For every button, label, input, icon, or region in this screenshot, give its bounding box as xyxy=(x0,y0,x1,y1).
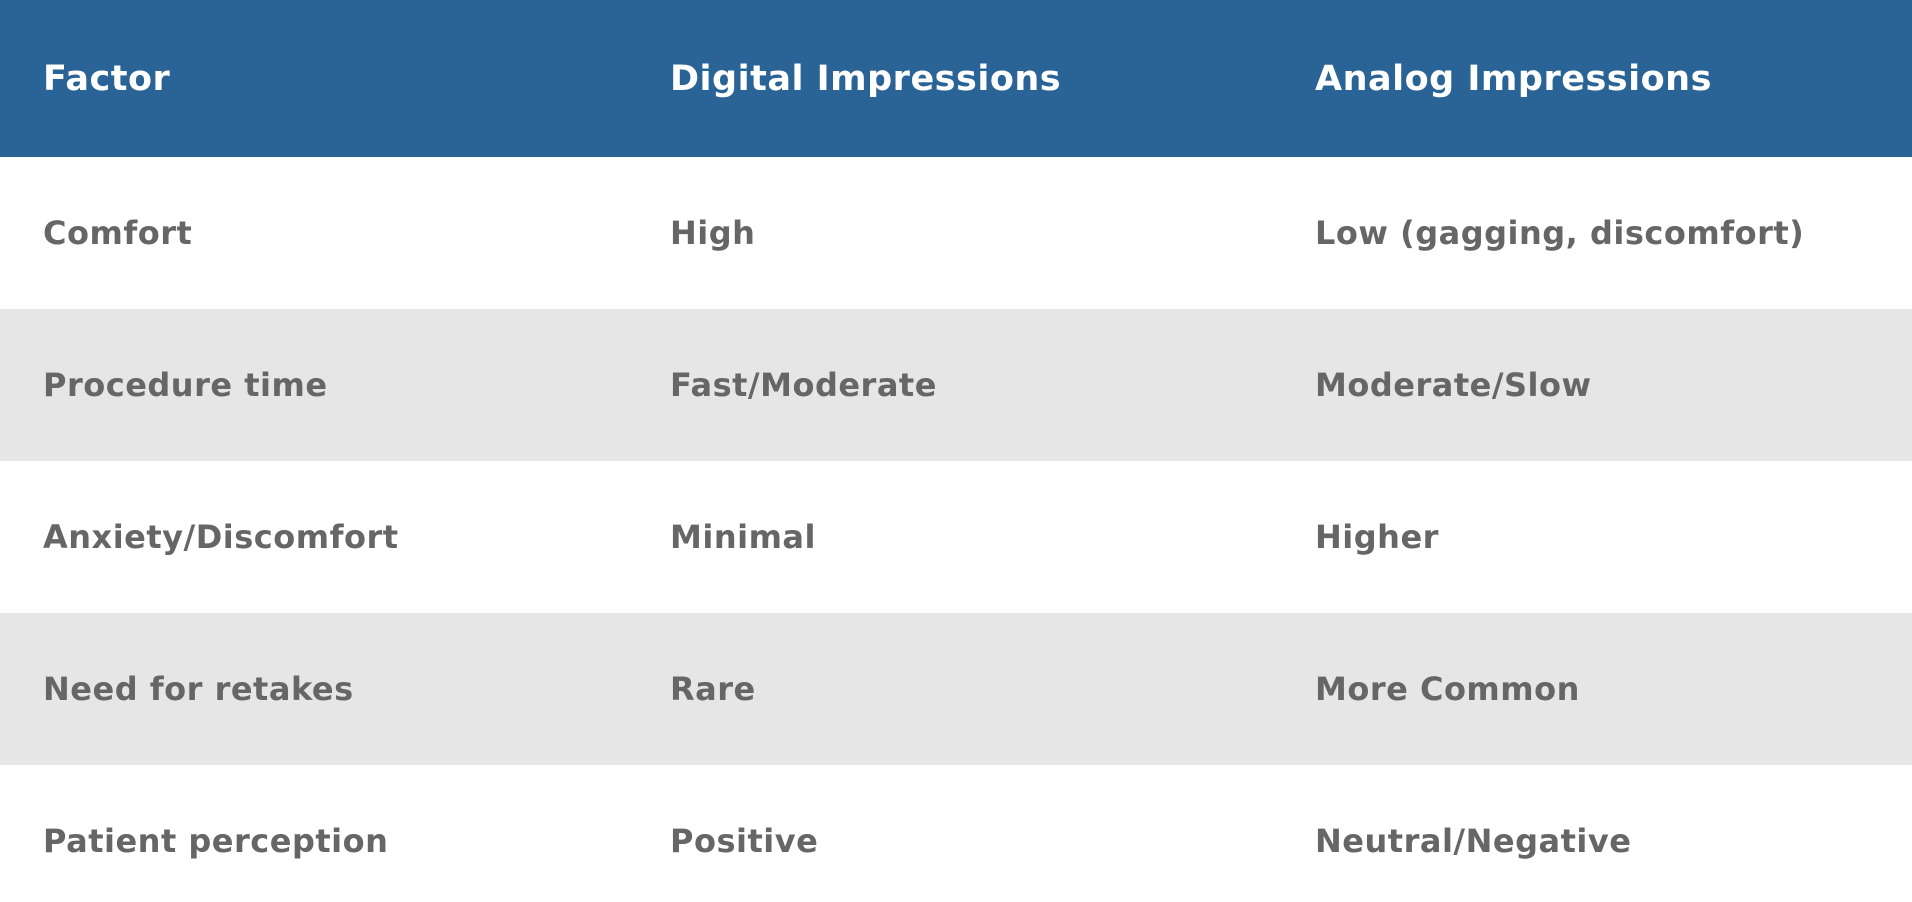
factor-cell: Need for retakes xyxy=(43,670,354,708)
factor-cell: Anxiety/Discomfort xyxy=(43,518,399,556)
analog-value-cell: Low (gagging, discomfort) xyxy=(1315,214,1805,252)
table-row-need-for-retakes: Need for retakes Rare More Common xyxy=(0,613,1912,765)
table-header-row: Factor Digital Impressions Analog Impres… xyxy=(0,0,1912,157)
digital-value-cell: Fast/Moderate xyxy=(670,366,937,404)
factor-cell: Patient perception xyxy=(43,822,389,860)
digital-value-cell: Rare xyxy=(670,670,756,708)
analog-value-cell: Neutral/Negative xyxy=(1315,822,1632,860)
analog-value-cell: Moderate/Slow xyxy=(1315,366,1592,404)
table-row-procedure-time: Procedure time Fast/Moderate Moderate/Sl… xyxy=(0,309,1912,461)
factor-cell: Procedure time xyxy=(43,366,328,404)
table-row-anxiety-discomfort: Anxiety/Discomfort Minimal Higher xyxy=(0,461,1912,613)
column-header-digital-impressions: Digital Impressions xyxy=(670,58,1062,99)
digital-value-cell: Minimal xyxy=(670,518,816,556)
factor-cell: Comfort xyxy=(43,214,193,252)
analog-value-cell: Higher xyxy=(1315,518,1439,556)
table-row-comfort: Comfort High Low (gagging, discomfort) xyxy=(0,157,1912,309)
table-row-patient-perception: Patient perception Positive Neutral/Nega… xyxy=(0,765,1912,902)
column-header-factor: Factor xyxy=(43,58,171,99)
digital-value-cell: High xyxy=(670,214,756,252)
analog-value-cell: More Common xyxy=(1315,670,1580,708)
column-header-analog-impressions: Analog Impressions xyxy=(1315,58,1712,99)
digital-value-cell: Positive xyxy=(670,822,819,860)
